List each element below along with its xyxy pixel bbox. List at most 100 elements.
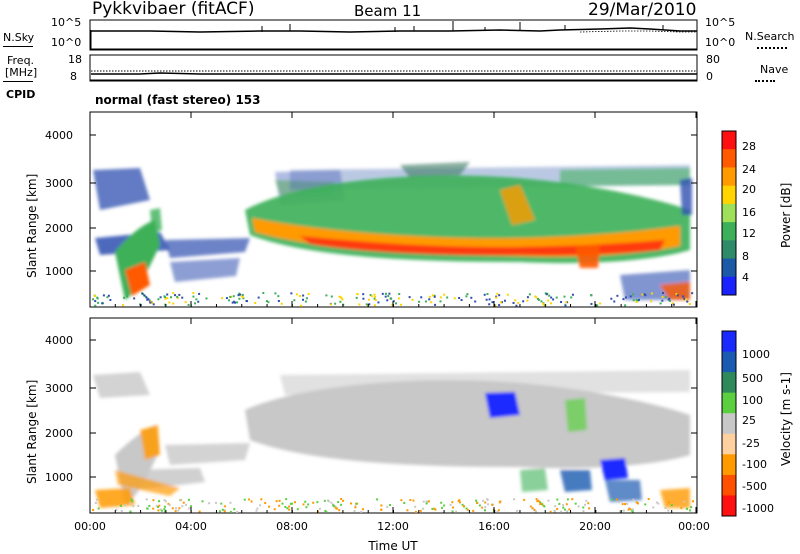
power-noise-dot [624, 304, 627, 307]
velocity-noise-dot [164, 500, 167, 503]
power-noise-dot [159, 296, 162, 299]
power-noise-dot [102, 294, 105, 297]
velocity-noise-dot [275, 500, 278, 503]
velocity-noise-dot [466, 508, 469, 511]
power-noise-dot [146, 298, 149, 301]
velocity-noise-dot [498, 501, 501, 504]
nsearch-dotted-line [757, 47, 787, 49]
power-noise-dot [334, 302, 337, 305]
power-noise-dot [192, 292, 195, 295]
velocity-noise-dot [248, 498, 251, 501]
velocity-noise-dot [190, 505, 193, 508]
power-noise-dot [547, 299, 550, 302]
velocity-noise-dot [389, 503, 392, 506]
velocity-noise-dot [539, 501, 542, 504]
velocity-noise-dot [256, 507, 259, 510]
power-cbar-tick-16: 16 [742, 206, 756, 219]
power-noise-dot [486, 292, 489, 295]
velocity-noise-dot [129, 510, 132, 513]
power-noise-dot [157, 298, 160, 301]
power-noise-dot [488, 303, 491, 306]
power-noise-dot [564, 304, 567, 307]
velocity-cbar-tick-m500: -500 [742, 480, 767, 493]
power-noise-dot [141, 292, 144, 295]
power-noise-dot [172, 292, 175, 295]
velocity-noise-dot [223, 510, 226, 513]
velocity-noise-dot [333, 505, 336, 508]
velocity-noise-dot [582, 506, 585, 509]
power-noise-dot [560, 301, 563, 304]
velocity-noise [92, 498, 694, 513]
power-cbar-label: Power [dB] [779, 183, 793, 248]
nave-label: Nave [760, 63, 789, 76]
power-noise-dot [176, 296, 179, 299]
velocity-noise-dot [427, 500, 430, 503]
power-noise-dot [164, 297, 167, 300]
power-colorbar-swatch [722, 185, 736, 205]
velocity-noise-dot [618, 500, 621, 503]
velocity-noise-dot [636, 502, 639, 505]
power-noise-dot [362, 297, 365, 300]
nsearch-trace [579, 30, 697, 33]
power-noise-dot [563, 295, 566, 298]
power-noise-dot [453, 297, 456, 300]
xtick-1600: 16:00 [478, 520, 510, 533]
power-cbar-tick-20: 20 [742, 183, 756, 196]
cpid-label: CPID [6, 88, 36, 101]
power-noise-dot [644, 294, 647, 297]
power-noise-dot [293, 299, 296, 302]
power-noise-dot [147, 298, 150, 301]
power-noise-dot [373, 304, 376, 307]
power-noise-dot [430, 301, 433, 304]
velocity-colorbar-swatch [722, 351, 736, 373]
velocity-noise-dot [281, 502, 284, 505]
power-noise-dot [238, 297, 241, 300]
velocity-noise-dot [441, 506, 444, 509]
power-noise-dot [338, 295, 341, 298]
velocity-noise-dot [621, 503, 624, 506]
velocity-noise-dot [296, 508, 299, 511]
power-noise-dot [164, 303, 167, 306]
power-noise-dot [101, 302, 104, 305]
power-noise-dot [424, 300, 427, 303]
velocity-noise-dot [318, 507, 321, 510]
power-noise-dot [671, 302, 674, 305]
power-noise-dot [661, 295, 664, 298]
velocity-noise-dot [182, 501, 185, 504]
velocity-noise-dot [180, 499, 183, 502]
power-noise-dot [498, 304, 501, 307]
velocity-noise-dot [157, 509, 160, 512]
power-noise-dot [515, 304, 518, 307]
velocity-noise-dot [516, 509, 519, 512]
power-noise-dot [277, 295, 280, 298]
velocity-colorbar-swatch [722, 372, 736, 394]
velocity-noise-dot [148, 504, 151, 507]
velocity-noise-dot [260, 498, 263, 501]
power-noise-dot [94, 304, 97, 307]
velocity-noise-dot [535, 498, 538, 501]
freq-tick-bottom: 8 [70, 70, 77, 83]
power-noise-dot [234, 301, 237, 304]
power-noise-dot [277, 300, 280, 303]
velocity-noise-dot [243, 498, 246, 501]
velocity-noise-dot [458, 501, 461, 504]
velocity-noise-dot [554, 505, 557, 508]
power-noise-dot [485, 298, 488, 301]
nsky-tick-top: 10^5 [51, 16, 82, 29]
velocity-noise-dot [286, 507, 289, 510]
power-noise-dot [107, 294, 110, 297]
velocity-noise-dot [549, 510, 552, 513]
velocity-cbar-tick-1000: 1000 [742, 348, 770, 361]
velocity-noise-dot [152, 499, 155, 502]
power-colorbar-swatch [722, 149, 736, 168]
x-axis-label: Time UT [367, 539, 418, 553]
velocity-noise-dot [690, 506, 693, 509]
power-noise-dot [552, 298, 555, 301]
velocity-noise-dot [689, 509, 692, 512]
power-noise-dot [661, 292, 664, 295]
velocity-noise-dot [167, 502, 170, 505]
velocity-noise-dot [400, 499, 403, 502]
power-noise-dot [390, 297, 393, 300]
velocity-noise-dot [431, 507, 434, 510]
velocity-noise-dot [426, 501, 429, 504]
